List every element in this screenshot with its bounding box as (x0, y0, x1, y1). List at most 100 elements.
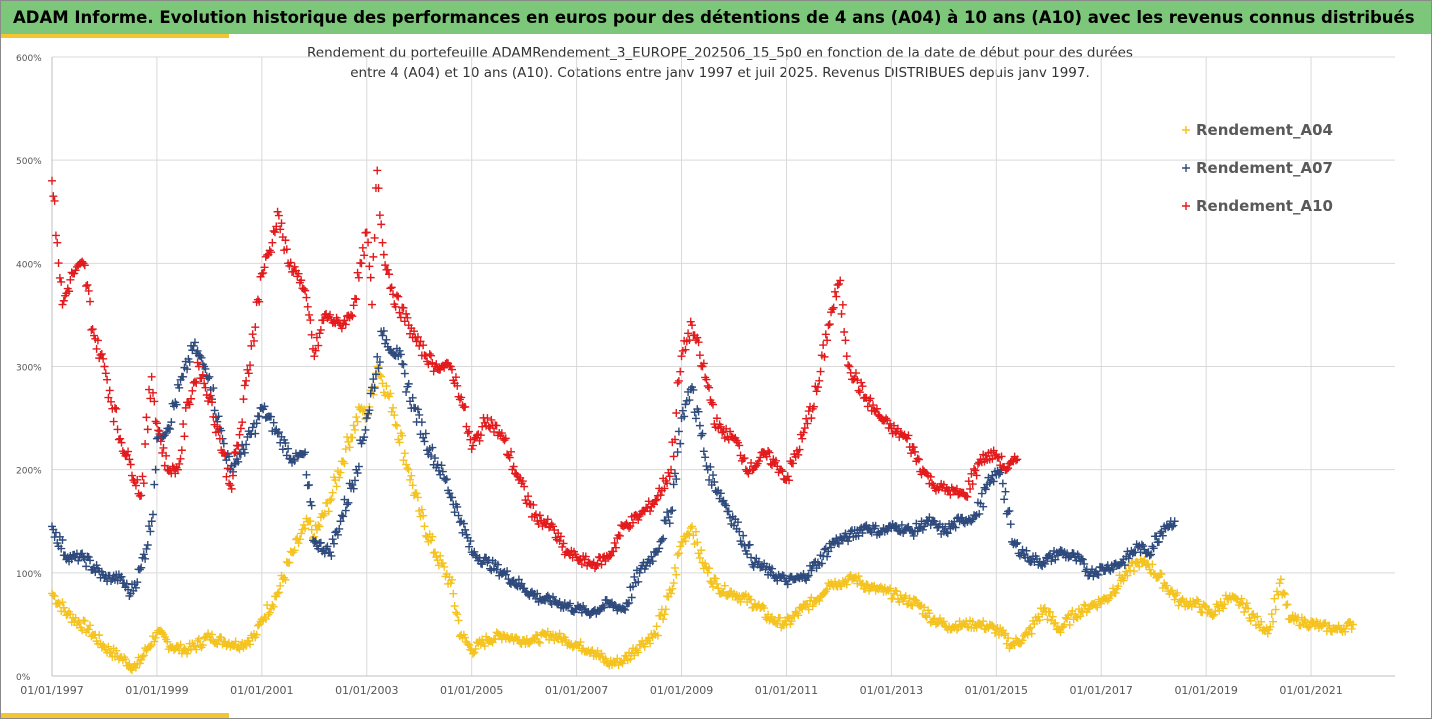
data-point (1027, 629, 1036, 638)
x-tick-label: 01/01/2007 (545, 684, 608, 697)
data-point (248, 330, 257, 339)
data-point (1135, 562, 1144, 571)
data-point (150, 637, 159, 646)
data-point (225, 479, 234, 488)
data-point (646, 507, 655, 516)
data-point (201, 364, 210, 373)
data-point (135, 659, 144, 668)
data-point (404, 465, 413, 474)
data-point (112, 404, 121, 413)
data-point (1025, 625, 1034, 634)
data-point (282, 245, 291, 254)
data-point (284, 444, 293, 453)
data-point (231, 637, 240, 646)
data-point (302, 293, 311, 302)
data-point (146, 527, 155, 536)
data-point (369, 252, 378, 261)
data-point (893, 424, 902, 433)
data-point (55, 273, 64, 282)
data-point (222, 472, 231, 481)
data-point (665, 519, 674, 528)
series-Rendement_A10 (48, 166, 1022, 573)
data-point (1276, 575, 1285, 584)
data-point (693, 538, 702, 547)
data-point (155, 429, 164, 438)
data-point (399, 456, 408, 465)
data-point (545, 593, 554, 602)
data-point (992, 625, 1001, 634)
data-point (795, 445, 804, 454)
data-point (365, 262, 374, 271)
data-point (156, 437, 165, 446)
data-point (863, 402, 872, 411)
data-point (299, 450, 308, 459)
data-point (50, 196, 59, 205)
data-point (1244, 604, 1253, 613)
data-point (442, 475, 451, 484)
data-point (816, 367, 825, 376)
data-point (354, 273, 363, 282)
data-point (644, 497, 653, 506)
data-point (345, 443, 354, 452)
data-point (783, 472, 792, 481)
data-point (463, 640, 472, 649)
data-point (398, 359, 407, 368)
data-point (307, 330, 316, 339)
x-tick-label: 01/01/2019 (1174, 684, 1237, 697)
data-point (265, 608, 274, 617)
data-point (353, 417, 362, 426)
data-point (673, 378, 682, 387)
data-point (656, 491, 665, 500)
data-point (1210, 610, 1219, 619)
data-point (667, 589, 676, 598)
data-point (463, 429, 472, 438)
data-point (236, 450, 245, 459)
chart-axis-lines (51, 57, 1395, 677)
data-point (176, 454, 185, 463)
data-point (963, 492, 972, 501)
data-point (373, 166, 382, 175)
data-point (194, 634, 203, 643)
data-point (892, 587, 901, 596)
report-title: ADAM Informe. Evolution historique des p… (1, 1, 1431, 34)
data-point (1011, 540, 1020, 549)
data-point (425, 350, 434, 359)
data-point (239, 445, 248, 454)
data-point (634, 577, 643, 586)
data-point (267, 248, 276, 257)
data-point (87, 325, 96, 334)
data-point (461, 525, 470, 534)
y-axis-ticks: 0% 100% 200% 300% 400% 500% 600% (16, 54, 42, 683)
data-point (765, 448, 774, 457)
data-point (820, 352, 829, 361)
data-point (152, 419, 161, 428)
data-point (803, 419, 812, 428)
data-point (406, 475, 415, 484)
data-point (566, 599, 575, 608)
data-point (722, 501, 731, 510)
data-point (1208, 612, 1217, 621)
data-point (1005, 506, 1014, 515)
data-point (434, 466, 443, 475)
data-point (905, 594, 914, 603)
data-point (1158, 531, 1167, 540)
data-point (204, 629, 213, 638)
data-point (625, 523, 634, 532)
data-point (1056, 628, 1065, 637)
data-point (1168, 522, 1177, 531)
data-point (213, 422, 222, 431)
data-point (273, 589, 282, 598)
data-point (1123, 571, 1132, 580)
data-point (676, 367, 685, 376)
data-point (1173, 588, 1182, 597)
data-point (246, 361, 255, 370)
data-point (543, 591, 552, 600)
data-point (378, 331, 387, 340)
data-point (803, 572, 812, 581)
data-point (698, 429, 707, 438)
data-point (815, 376, 824, 385)
data-point (252, 419, 261, 428)
data-point (1040, 603, 1049, 612)
data-point (977, 489, 986, 498)
data-point (101, 369, 110, 378)
